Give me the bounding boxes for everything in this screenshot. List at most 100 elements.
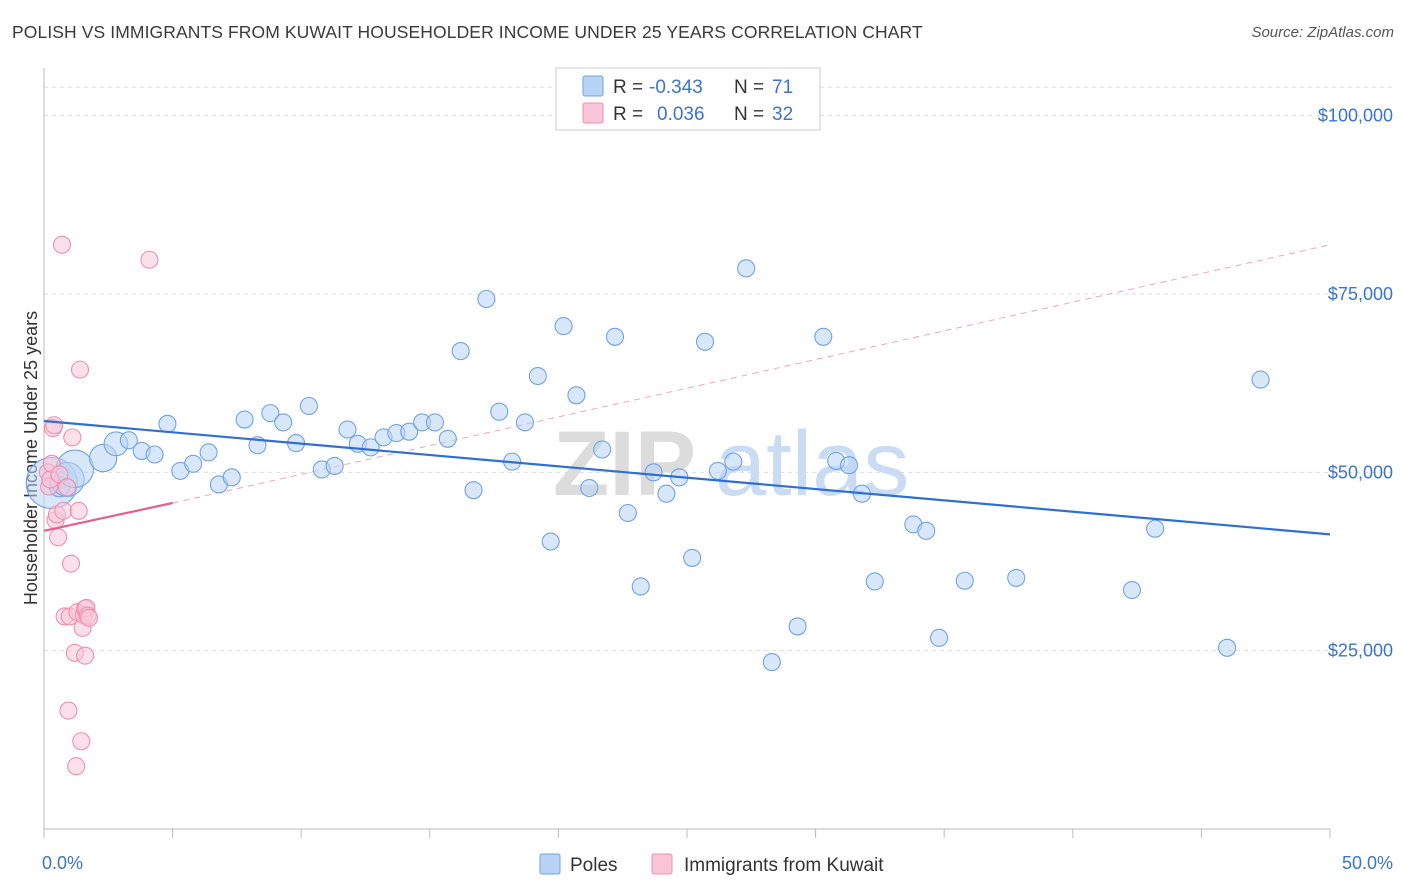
stats-legend-r-value: -0.343	[649, 77, 703, 98]
x-tick-label: 0.0%	[42, 853, 83, 873]
data-point-poles	[788, 617, 807, 636]
data-point-poles	[1218, 638, 1237, 657]
grid-lines	[44, 86, 1392, 652]
data-point-kuwait	[140, 250, 159, 269]
legend-label-kuwait: Immigrants from Kuwait	[684, 855, 884, 876]
data-point-poles	[261, 404, 280, 423]
data-point-poles	[299, 396, 318, 416]
legend-swatch-kuwait	[651, 853, 673, 875]
stats-legend-n-value: 32	[772, 104, 793, 125]
data-point-poles	[490, 402, 509, 421]
stats-legend-swatch-kuwait	[582, 102, 604, 124]
data-point-poles	[554, 317, 573, 336]
legend-label-poles: Poles	[570, 855, 618, 876]
data-point-poles	[199, 443, 218, 462]
data-point-poles	[605, 327, 625, 346]
data-point-kuwait	[72, 732, 91, 751]
data-point-poles	[737, 259, 756, 278]
data-point-poles	[222, 468, 241, 487]
x-tick-labels: 0.0% 50.0%	[42, 853, 1393, 873]
data-point-kuwait	[79, 608, 99, 627]
data-point-kuwait	[63, 428, 82, 447]
data-point-poles	[865, 572, 884, 591]
x-tick-label: 50.0%	[1342, 853, 1393, 873]
stats-legend-n-label: N =	[734, 104, 764, 125]
data-point-kuwait	[58, 478, 77, 497]
data-point-poles	[708, 461, 727, 480]
data-point-poles	[917, 521, 936, 540]
data-point-kuwait	[69, 501, 88, 520]
y-tick-label: $75,000	[1328, 284, 1393, 304]
chart-title: POLISH VS IMMIGRANTS FROM KUWAIT HOUSEHO…	[12, 22, 923, 42]
data-point-kuwait	[49, 528, 68, 547]
data-point-poles	[695, 332, 715, 351]
data-point-poles	[325, 456, 344, 475]
data-point-poles	[814, 327, 833, 346]
stats-legend: R = -0.343 N = 71 R = 0.036 N = 32	[555, 67, 821, 131]
source-text: Source: ZipAtlas.com	[1251, 24, 1394, 41]
data-point-poles	[425, 413, 444, 432]
data-point-poles	[119, 431, 138, 450]
stats-legend-n-value: 71	[772, 77, 793, 98]
y-tick-label: $50,000	[1328, 462, 1393, 482]
data-point-poles	[580, 478, 599, 498]
data-point-poles	[464, 481, 483, 500]
data-point-kuwait	[67, 757, 86, 776]
data-point-poles	[930, 628, 949, 647]
stats-legend-r-value: 0.036	[657, 104, 705, 125]
stats-legend-swatch-poles	[582, 75, 604, 97]
stats-legend-r-label: R =	[613, 104, 643, 125]
data-point-poles	[762, 653, 781, 672]
data-point-poles	[438, 429, 457, 448]
watermark-atlas: atlas	[715, 413, 909, 515]
data-point-poles	[593, 440, 612, 459]
data-point-poles	[724, 452, 743, 471]
data-point-poles	[618, 503, 637, 523]
data-point-kuwait	[76, 646, 95, 665]
stats-legend-n-label: N =	[734, 77, 764, 98]
data-points	[25, 235, 1331, 776]
data-point-poles	[644, 463, 663, 482]
y-tick-label: $100,000	[1318, 106, 1393, 126]
data-point-poles	[515, 413, 535, 432]
data-point-poles	[1007, 568, 1026, 587]
data-point-poles	[1146, 519, 1165, 538]
data-point-poles	[274, 413, 293, 432]
y-axis-label: Householder Income Under 25 years	[21, 311, 41, 605]
data-point-poles	[528, 366, 547, 386]
data-point-poles	[683, 548, 702, 567]
data-point-poles	[1122, 580, 1142, 600]
stats-legend-r-label: R =	[613, 77, 643, 98]
data-point-poles	[158, 414, 177, 433]
watermark-zip: ZIP	[553, 413, 696, 515]
y-tick-labels: $25,000 $50,000 $75,000 $100,000	[1318, 106, 1393, 661]
data-point-poles	[477, 289, 496, 309]
data-point-poles	[541, 532, 560, 551]
y-tick-label: $25,000	[1328, 641, 1393, 661]
data-point-poles	[955, 571, 974, 590]
trend-line-kuwait	[43, 501, 173, 532]
data-point-kuwait	[70, 360, 90, 379]
data-point-kuwait	[52, 235, 72, 254]
data-point-poles	[184, 454, 203, 473]
data-point-poles	[145, 445, 164, 464]
data-point-poles	[235, 410, 254, 429]
data-point-kuwait	[54, 501, 73, 520]
series-legend: Poles Immigrants from Kuwait	[539, 853, 884, 876]
trend-line-poles	[43, 419, 1331, 536]
data-point-kuwait	[61, 554, 81, 573]
data-point-poles	[361, 438, 380, 457]
data-point-poles	[657, 484, 676, 503]
data-point-poles	[567, 386, 586, 405]
data-point-poles	[338, 420, 357, 439]
data-point-poles	[400, 422, 419, 441]
axes	[43, 68, 1331, 838]
data-point-poles	[1251, 370, 1270, 389]
data-point-poles	[839, 456, 859, 475]
data-point-kuwait	[59, 701, 78, 720]
data-point-poles	[631, 577, 650, 596]
data-point-kuwait	[45, 416, 64, 435]
legend-swatch-poles	[539, 853, 561, 875]
data-point-poles	[451, 342, 470, 361]
